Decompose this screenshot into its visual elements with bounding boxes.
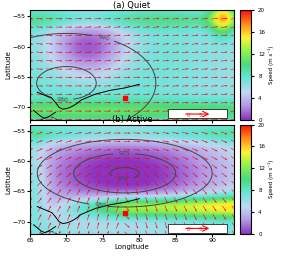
Y-axis label: Speed (m s⁻¹): Speed (m s⁻¹) — [268, 160, 274, 198]
Y-axis label: Latitude: Latitude — [5, 165, 11, 194]
Bar — [168, 109, 227, 118]
Title: (b) Active: (b) Active — [112, 115, 152, 124]
Y-axis label: Latitude: Latitude — [5, 51, 11, 79]
Text: 970: 970 — [116, 176, 129, 182]
Text: 980: 980 — [56, 97, 69, 103]
Y-axis label: Speed (m s⁻¹): Speed (m s⁻¹) — [268, 46, 274, 84]
X-axis label: Longitude: Longitude — [115, 244, 149, 250]
Text: 0      5: 0 5 — [187, 227, 202, 232]
Text: 980: 980 — [94, 203, 106, 209]
Text: 975: 975 — [118, 151, 130, 156]
Bar — [168, 224, 227, 233]
Title: (a) Quiet: (a) Quiet — [113, 1, 151, 10]
Text: 0      5: 0 5 — [187, 113, 202, 118]
Text: 990: 990 — [97, 34, 110, 42]
